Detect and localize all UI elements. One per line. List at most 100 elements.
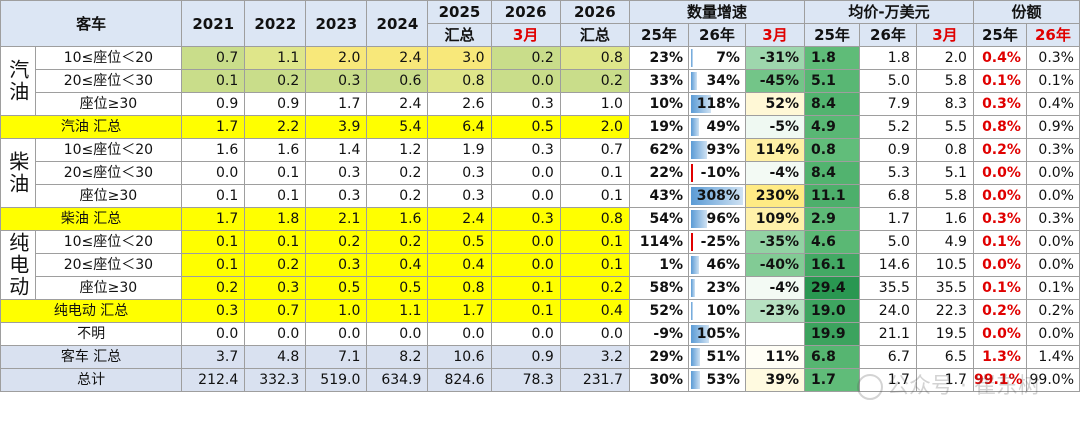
table-row: 柴油 汇总 1.7 1.8 2.1 1.6 2.4 0.3 0.8 54% 96% 109% 2.9 1…	[0, 207, 1080, 231]
growth-25-value: 10%	[649, 96, 683, 112]
growth-26-cell: 7%	[687, 46, 746, 70]
row-label: 10≤座位＜20	[34, 138, 183, 162]
growth-26-cell: 118%	[687, 92, 746, 116]
table-row: 座位≥30 0.2 0.3 0.5 0.5 0.8 0.1 0.2 58% 23% -4% 29.4 3…	[1, 276, 1080, 300]
growth-25-cell: 30%	[628, 368, 689, 392]
growth-mar-cell: -23%	[744, 299, 806, 323]
share-25-cell: 0.2%	[972, 299, 1027, 323]
share-25-cell: 0.0%	[972, 322, 1027, 346]
growth-databar	[690, 49, 693, 67]
growth-26-cell: 34%	[687, 69, 746, 93]
table-row: 客车 汇总 3.7 4.8 7.1 8.2 10.6 0.9 3.2 29% 51% 11% 6.8 6…	[0, 345, 1080, 369]
growth-databar	[690, 348, 700, 366]
value-cell: 0.0	[490, 230, 561, 254]
category-electric: 纯电动	[0, 230, 36, 300]
price-26-cell: 35.5	[858, 276, 917, 300]
header-2022: 2022	[244, 0, 307, 47]
subtotal-label: 柴油 汇总	[0, 207, 183, 231]
growth-databar	[690, 72, 697, 90]
value-cell: 824.6	[427, 368, 492, 392]
price-26-cell: 0.9	[858, 138, 917, 162]
share-26-cell: 0.9%	[1025, 115, 1080, 139]
value-cell: 0.5	[427, 230, 492, 254]
share-26-cell: 0.3%	[1025, 138, 1080, 162]
growth-databar	[690, 118, 699, 136]
share-25-cell: 0.0%	[972, 253, 1027, 277]
price-26-cell: 1.7	[858, 368, 917, 392]
value-cell: 0.2	[366, 230, 429, 254]
value-cell: 0.0	[305, 322, 368, 346]
value-cell: 1.0	[305, 299, 368, 323]
value-cell: 0.3	[305, 184, 368, 208]
growth-26-value: 53%	[706, 372, 740, 388]
price-26-cell: 21.1	[858, 322, 917, 346]
value-cell: 2.4	[366, 46, 429, 70]
growth-25-value: 30%	[649, 372, 683, 388]
table-row: 不明 0.0 0.0 0.0 0.0 0.0 0.0 0.0 -9% 105% 19.9 21.1 19…	[0, 322, 1080, 346]
price-25-cell: 0.8	[804, 138, 860, 162]
value-cell: 10.6	[427, 345, 492, 369]
table-row: 20≤座位＜30 0.1 0.2 0.3 0.6 0.8 0.0 0.2 33% 34% -45% 5…	[1, 69, 1080, 93]
growth-25-value: 114%	[639, 234, 683, 250]
share-25-cell: 0.3%	[972, 207, 1027, 231]
growth-26-cell: 46%	[687, 253, 746, 277]
growth-25-cell: 33%	[628, 69, 689, 93]
value-cell: 0.6	[366, 69, 429, 93]
table-row: 柴油 10≤座位＜20 1.6 1.6 1.4 1.2 1.9 0.3 0.7 62% 93% 114…	[0, 138, 1080, 208]
share-26-cell: 0.3%	[1025, 207, 1080, 231]
price-25-cell: 8.4	[804, 161, 860, 185]
value-cell: 0.1	[559, 161, 630, 185]
table-row: 座位≥30 0.9 0.9 1.7 2.4 2.6 0.3 1.0 10% 118% 52% 8.4 7…	[1, 92, 1080, 116]
growth-mar-cell: 114%	[744, 138, 806, 162]
growth-26-cell: 105%	[687, 322, 746, 346]
price-mar-cell: 6.5	[915, 345, 974, 369]
value-cell: 212.4	[181, 368, 246, 392]
growth-26-value: 93%	[706, 142, 740, 158]
category-gasoline: 汽油	[0, 46, 36, 116]
share-25-cell: 0.3%	[972, 92, 1027, 116]
growth-25-value: 23%	[649, 50, 683, 66]
value-cell: 0.2	[559, 69, 630, 93]
share-26-cell: 0.0%	[1025, 161, 1080, 185]
header-share-26: 26年	[1025, 23, 1080, 47]
share-25-cell: 0.8%	[972, 115, 1027, 139]
value-cell: 0.3	[305, 69, 368, 93]
value-cell: 1.7	[427, 299, 492, 323]
value-cell: 1.1	[244, 46, 307, 70]
growth-mar-cell: -35%	[744, 230, 806, 254]
category-diesel: 柴油	[0, 138, 36, 208]
value-cell: 8.2	[366, 345, 429, 369]
value-cell: 1.7	[181, 115, 246, 139]
growth-25-cell: 62%	[628, 138, 689, 162]
header-price-25: 25年	[804, 23, 860, 47]
share-25-cell: 0.2%	[972, 138, 1027, 162]
growth-25-value: 22%	[649, 165, 683, 181]
price-25-cell: 16.1	[804, 253, 860, 277]
value-cell: 0.0	[244, 322, 307, 346]
price-25-cell: 19.0	[804, 299, 860, 323]
price-25-cell: 4.6	[804, 230, 860, 254]
growth-26-cell: 53%	[687, 368, 746, 392]
value-cell: 0.3	[427, 161, 492, 185]
growth-mar-cell: 11%	[744, 345, 806, 369]
value-cell: 5.4	[366, 115, 429, 139]
value-cell: 0.1	[181, 69, 246, 93]
share-26-cell: 0.0%	[1025, 230, 1080, 254]
header-share-25: 25年	[972, 23, 1027, 47]
table-row: 20≤座位＜30 0.0 0.1 0.3 0.2 0.3 0.0 0.1 22% -10% -4% 8…	[1, 161, 1080, 185]
value-cell: 0.7	[559, 138, 630, 162]
value-cell: 2.6	[427, 92, 492, 116]
price-26-cell: 5.2	[858, 115, 917, 139]
value-cell: 0.3	[305, 161, 368, 185]
value-cell: 2.4	[366, 92, 429, 116]
value-cell: 0.3	[305, 253, 368, 277]
row-label: 20≤座位＜30	[34, 69, 183, 93]
price-26-cell: 5.0	[858, 230, 917, 254]
header-price-mar: 3月	[915, 23, 974, 47]
price-mar-cell: 35.5	[915, 276, 974, 300]
share-26-cell: 99.0%	[1025, 368, 1080, 392]
value-cell: 0.4	[559, 299, 630, 323]
value-cell: 78.3	[490, 368, 561, 392]
value-cell: 1.8	[244, 207, 307, 231]
growth-26-value: 118%	[696, 96, 740, 112]
